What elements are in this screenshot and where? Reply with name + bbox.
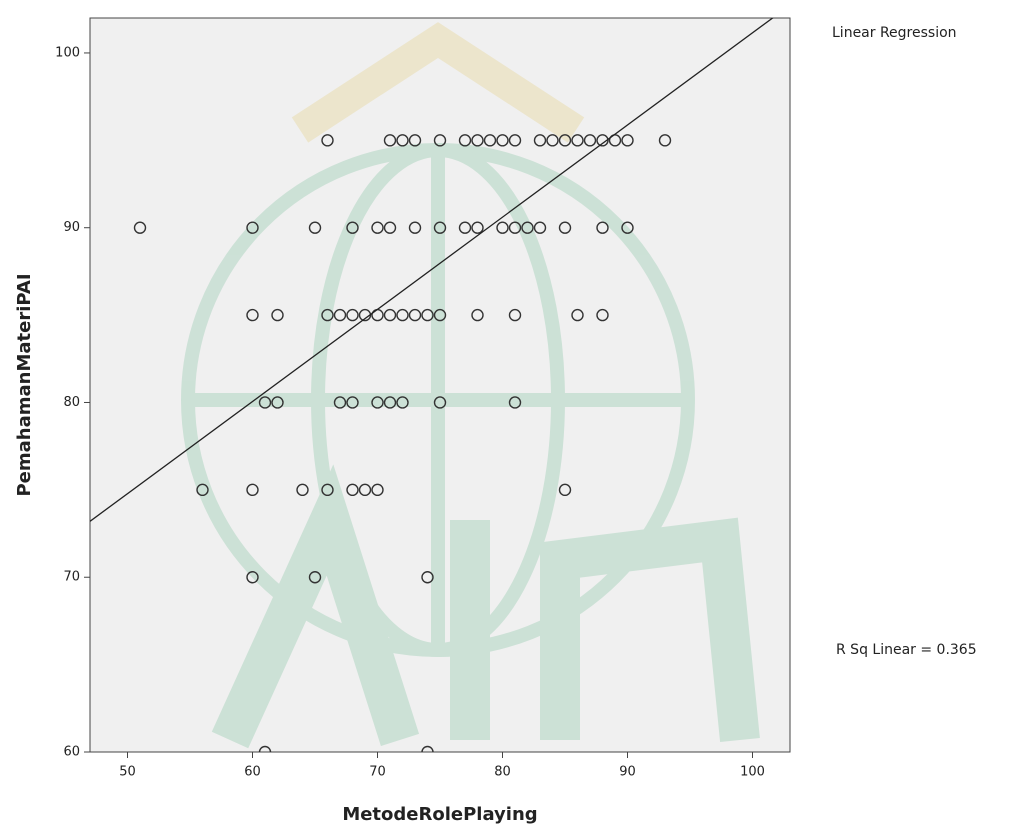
- y-tick-label: 70: [63, 570, 80, 585]
- y-axis-title: PemahamanMateriPAI: [14, 273, 35, 496]
- y-tick-label: 90: [63, 220, 80, 235]
- x-tick-label: 70: [369, 765, 386, 780]
- r-squared: R Sq Linear = 0.365: [836, 642, 977, 658]
- y-tick-label: 80: [63, 395, 80, 410]
- y-tick-label: 60: [63, 745, 80, 760]
- legend-title: Linear Regression: [832, 25, 957, 41]
- x-tick-label: 90: [619, 765, 636, 780]
- x-tick-label: 60: [244, 765, 261, 780]
- x-tick-label: 80: [494, 765, 511, 780]
- chart: Linear Regression R Sq Linear = 0.365 Me…: [0, 0, 1014, 831]
- x-axis-title: MetodeRolePlaying: [342, 804, 537, 825]
- y-tick-label: 100: [55, 45, 80, 60]
- x-tick-label: 100: [740, 765, 765, 780]
- x-tick-label: 50: [119, 765, 136, 780]
